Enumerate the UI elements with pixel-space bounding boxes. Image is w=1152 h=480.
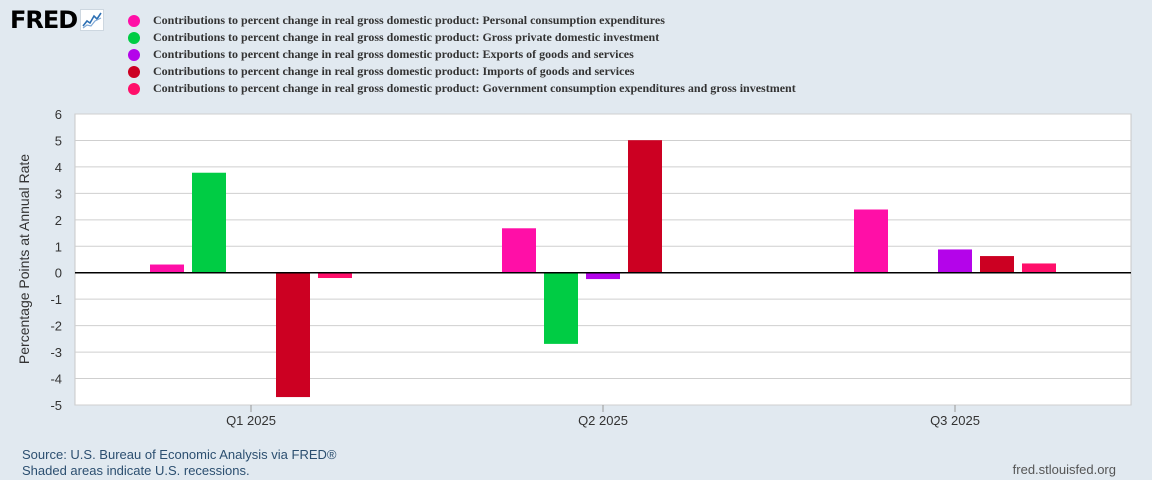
- bar: [938, 249, 972, 273]
- legend-label: Contributions to percent change in real …: [153, 30, 660, 44]
- recession-note: Shaded areas indicate U.S. recessions.: [22, 463, 250, 478]
- y-tick-label: 4: [55, 160, 62, 175]
- y-axis-label: Percentage Points at Annual Rate: [16, 154, 32, 364]
- y-tick-label: -1: [50, 292, 62, 307]
- legend-marker-icon: [128, 82, 140, 95]
- fred-logo[interactable]: FRED: [10, 6, 105, 34]
- bar: [544, 272, 578, 344]
- legend-label: Contributions to percent change in real …: [153, 81, 796, 95]
- chart-legend: Contributions to percent change in real …: [128, 12, 796, 97]
- bar: [150, 264, 184, 273]
- bar: [192, 172, 226, 273]
- logo-text: FRED: [10, 6, 78, 34]
- legend-label: Contributions to percent change in real …: [153, 47, 634, 61]
- x-tick-label: Q2 2025: [578, 413, 628, 428]
- plot-area: [74, 113, 1132, 406]
- y-tick-label: 1: [55, 239, 62, 254]
- legend-label: Contributions to percent change in real …: [153, 13, 665, 27]
- source-text: Source: U.S. Bureau of Economic Analysis…: [22, 447, 337, 462]
- bar: [276, 272, 310, 398]
- legend-item[interactable]: Contributions to percent change in real …: [128, 29, 796, 46]
- chart-line-icon: [80, 9, 105, 31]
- y-tick-label: 6: [55, 107, 62, 122]
- y-tick-label: 0: [55, 266, 62, 281]
- y-tick-label: -3: [50, 345, 62, 360]
- footer-source-block: Source: U.S. Bureau of Economic Analysis…: [22, 447, 336, 479]
- legend-item[interactable]: Contributions to percent change in real …: [128, 80, 796, 97]
- bar: [586, 272, 620, 280]
- legend-marker-icon: [128, 14, 140, 27]
- legend-marker-icon: [128, 31, 140, 44]
- y-tick-label: 5: [55, 133, 62, 148]
- bar: [980, 256, 1014, 273]
- bar: [628, 140, 662, 273]
- legend-marker-icon: [128, 48, 140, 61]
- legend-label: Contributions to percent change in real …: [153, 64, 635, 78]
- bar: [1022, 263, 1056, 273]
- bar: [502, 228, 536, 273]
- y-tick-label: -4: [50, 372, 62, 387]
- bar: [854, 209, 888, 273]
- y-tick-label: 3: [55, 186, 62, 201]
- y-tick-label: -2: [50, 319, 62, 334]
- legend-marker-icon: [128, 65, 140, 78]
- legend-item[interactable]: Contributions to percent change in real …: [128, 46, 796, 63]
- fred-url[interactable]: fred.stlouisfed.org: [1012, 462, 1116, 477]
- legend-item[interactable]: Contributions to percent change in real …: [128, 12, 796, 29]
- x-tick-label: Q3 2025: [930, 413, 980, 428]
- x-tick-label: Q1 2025: [226, 413, 276, 428]
- y-tick-label: -5: [50, 398, 62, 413]
- y-tick-label: 2: [55, 213, 62, 228]
- bar: [318, 272, 352, 279]
- legend-item[interactable]: Contributions to percent change in real …: [128, 63, 796, 80]
